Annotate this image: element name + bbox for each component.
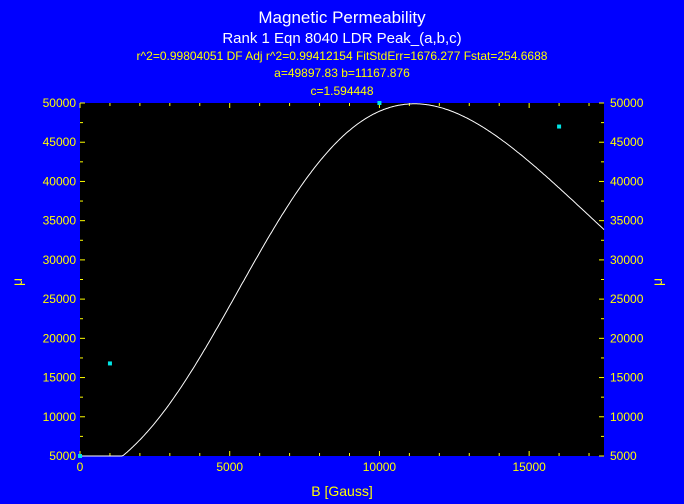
- data-points: [78, 101, 562, 458]
- y-axis-label-left: μ: [9, 278, 25, 286]
- y-tick-label-right: 35000: [610, 214, 644, 228]
- y-tick-label-right: 15000: [610, 371, 644, 385]
- y-tick-label-left: 50000: [43, 96, 77, 110]
- y-tick-label-right: 20000: [610, 331, 644, 345]
- y-tick-label-right: 25000: [610, 292, 644, 306]
- fit-statistics: r^2=0.99804051 DF Adj r^2=0.99412154 Fit…: [137, 49, 548, 63]
- y-tick-label-right: 50000: [610, 96, 644, 110]
- y-axis-label-right: μ: [649, 278, 665, 286]
- y-tick-label-right: 30000: [610, 253, 644, 267]
- y-tick-label-left: 45000: [43, 135, 77, 149]
- y-tick-label-left: 30000: [43, 253, 77, 267]
- chart-title: Magnetic Permeability: [258, 8, 426, 27]
- y-tick-label-left: 10000: [43, 410, 77, 424]
- y-tick-label-left: 5000: [49, 449, 76, 463]
- fit-parameter-c: c=1.594448: [310, 84, 373, 98]
- y-tick-label-left: 35000: [43, 214, 77, 228]
- y-tick-label-left: 40000: [43, 174, 77, 188]
- y-tick-label-right: 40000: [610, 174, 644, 188]
- fit-parameters-ab: a=49897.83 b=11167.876: [274, 66, 410, 80]
- x-axis-label: B [Gauss]: [311, 483, 372, 499]
- chart-subtitle: Rank 1 Eqn 8040 LDR Peak_(a,b,c): [222, 30, 461, 47]
- plot-area: [80, 103, 604, 456]
- data-point: [557, 124, 562, 129]
- x-tick-label: 15000: [512, 460, 546, 474]
- x-tick-label: 0: [77, 460, 84, 474]
- y-tick-label-right: 5000: [610, 449, 637, 463]
- x-tick-label: 10000: [363, 460, 397, 474]
- y-tick-label-right: 10000: [610, 410, 644, 424]
- y-tick-label-right: 45000: [610, 135, 644, 149]
- data-point: [377, 101, 382, 105]
- y-tick-label-left: 15000: [43, 371, 77, 385]
- y-tick-label-left: 25000: [43, 292, 77, 306]
- y-tick-label-left: 20000: [43, 331, 77, 345]
- data-point: [78, 454, 82, 458]
- fit-curve: [80, 103, 605, 457]
- data-point: [107, 361, 112, 366]
- x-tick-label: 5000: [216, 460, 243, 474]
